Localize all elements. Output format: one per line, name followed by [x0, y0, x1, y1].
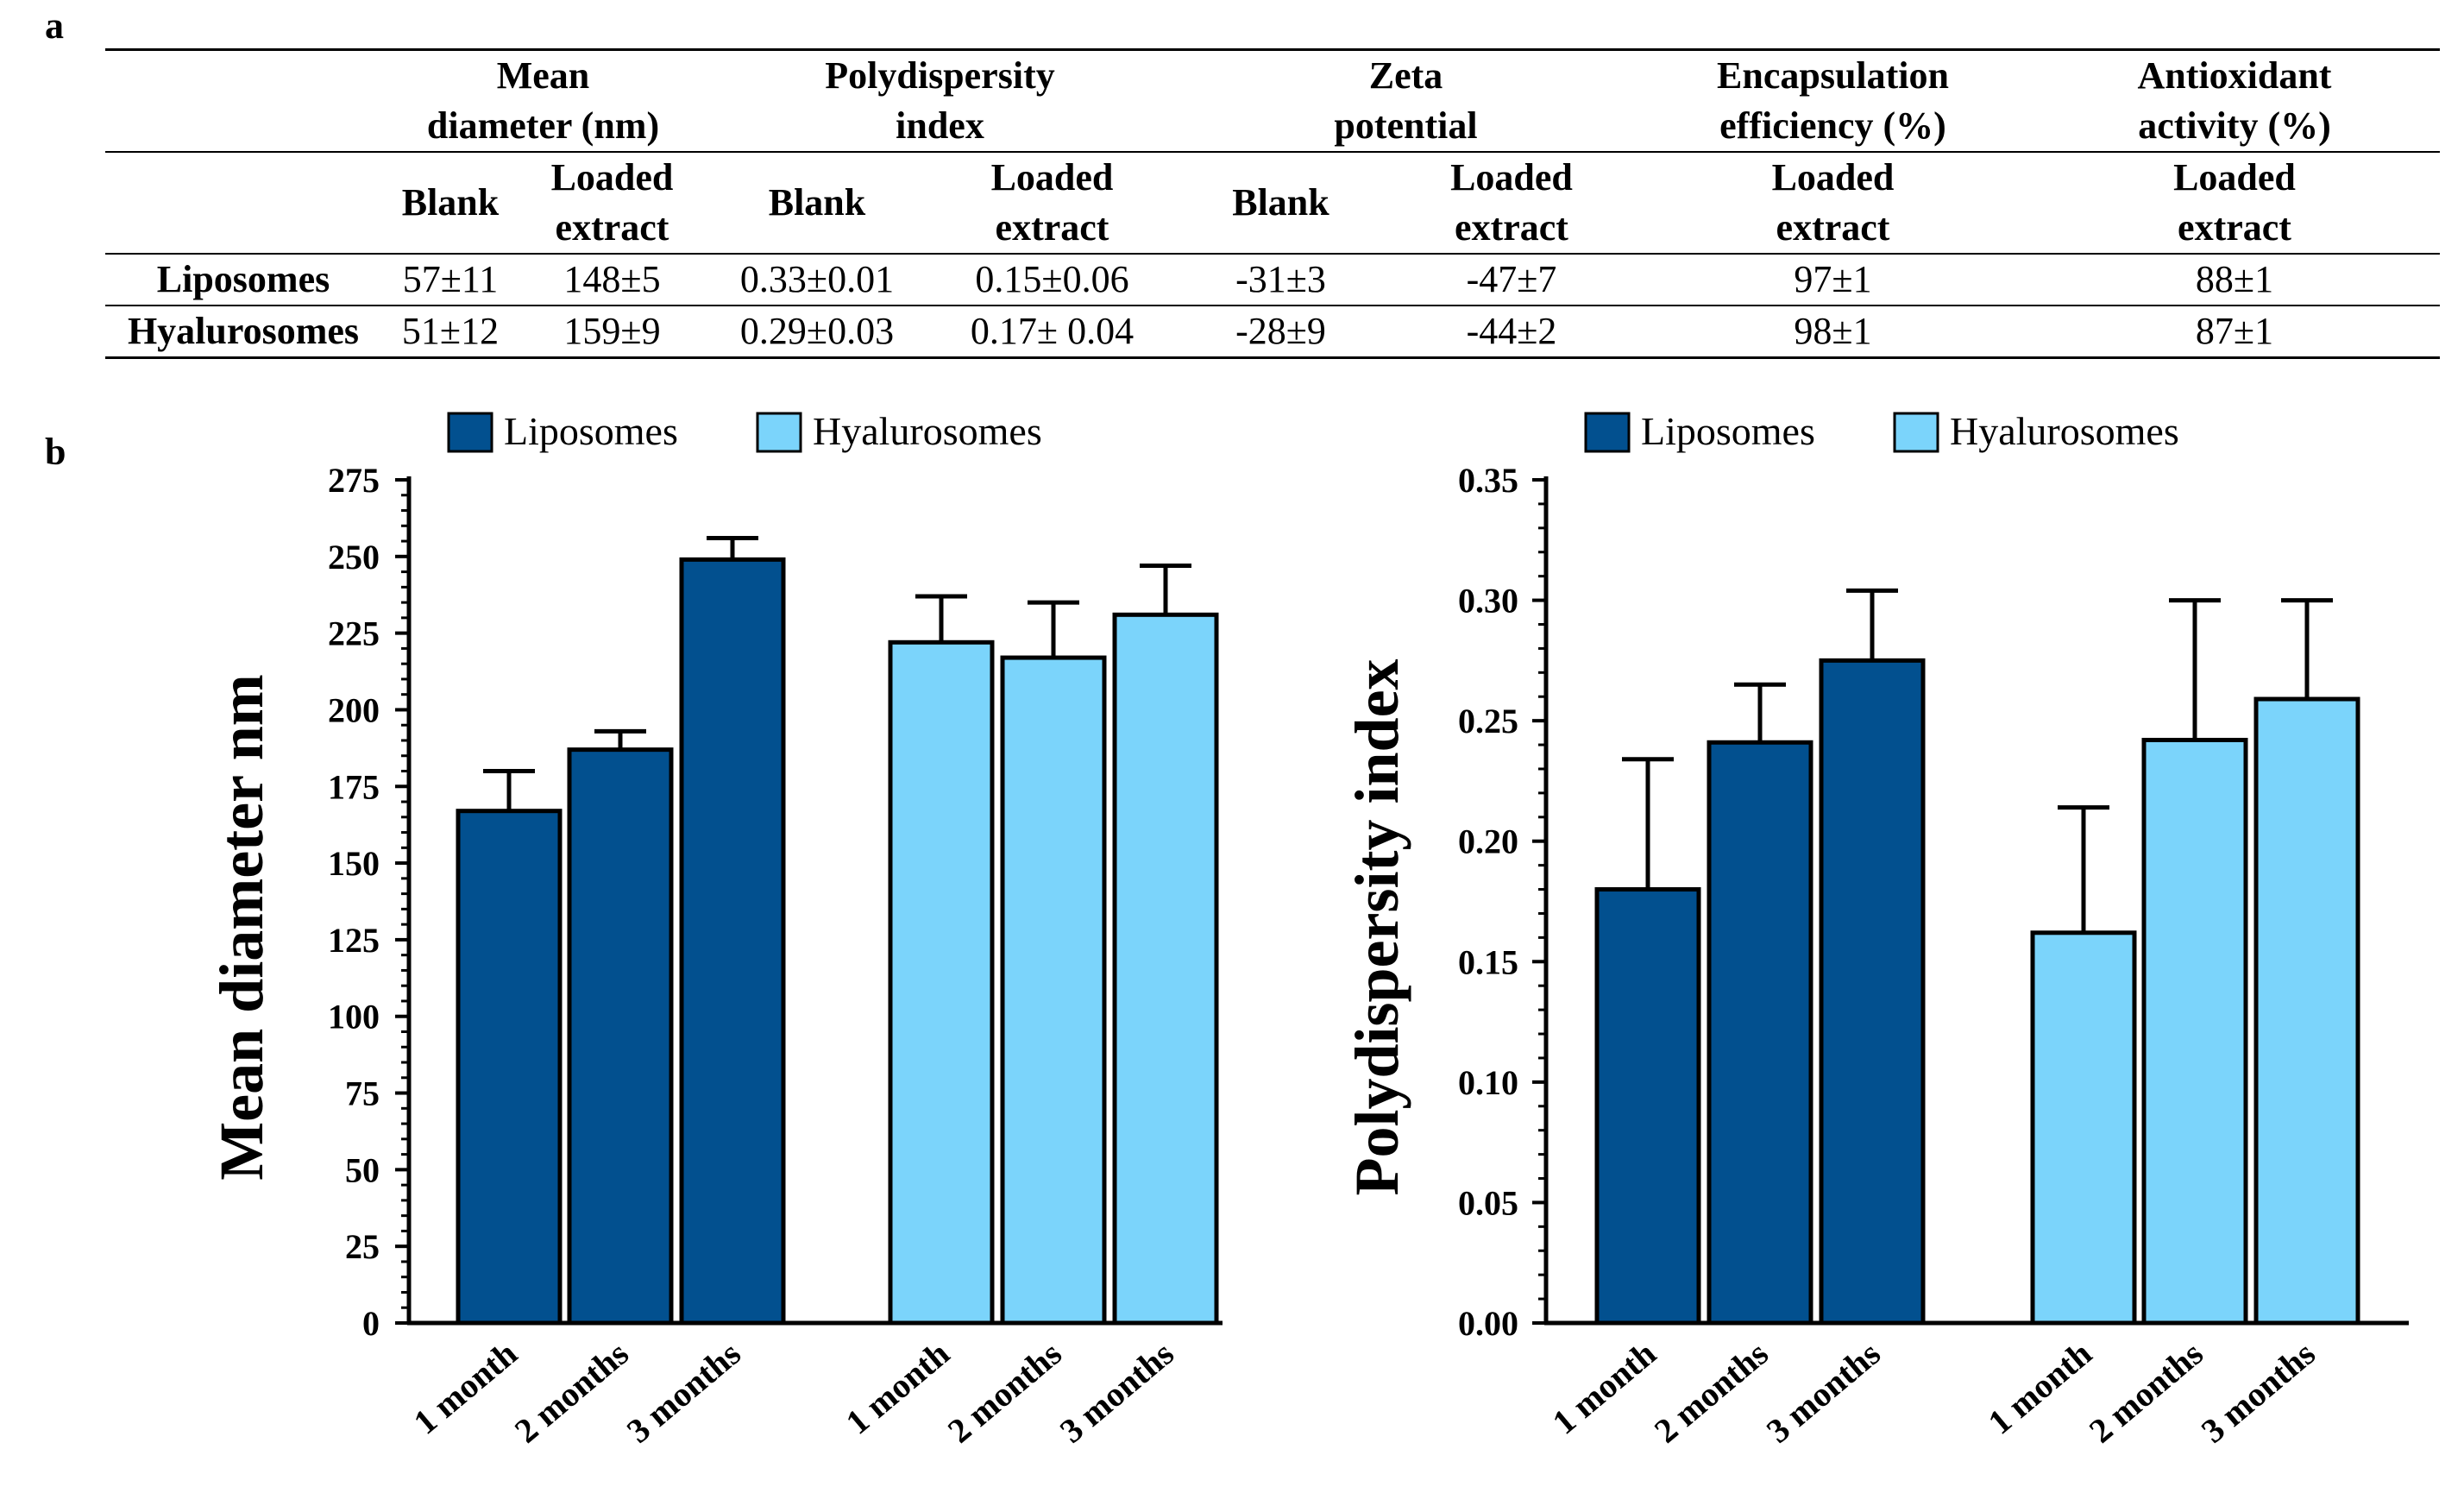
group-header-zeta: Zeta potential [1175, 48, 1637, 153]
y-tick-label: 0.20 [1458, 822, 1518, 861]
x-tick-label: 3 months [1053, 1333, 1181, 1450]
y-tick-label: 0.00 [1458, 1304, 1518, 1343]
properties-table: Mean diameter (nm) Polydispersity index Ze… [105, 48, 2440, 359]
bar-liposomes [456, 809, 563, 1326]
bar-hyalurosomes [888, 639, 995, 1326]
x-tick-label: 1 month [406, 1333, 525, 1441]
y-tick-label: 225 [328, 614, 380, 653]
table-cell: -31±3 [1175, 254, 1386, 306]
y-tick-label: 0.25 [1458, 702, 1518, 740]
x-tick-label: 3 months [2194, 1333, 2323, 1450]
table-cell: 148±5 [519, 254, 705, 306]
table-cell: 97±1 [1637, 254, 2029, 306]
row-name: Hyalurosomes [105, 306, 381, 359]
y-tick-label: 0.10 [1458, 1063, 1518, 1102]
sub-header-loaded: Loaded extract [1386, 152, 1637, 255]
table-group-header-row: Mean diameter (nm) Polydispersity index Ze… [105, 48, 2440, 153]
y-tick-label: 0.35 [1458, 461, 1518, 500]
y-tick-label: 0.15 [1458, 942, 1518, 981]
table-cell: 51±12 [381, 306, 519, 359]
y-tick-label: 175 [328, 767, 380, 806]
y-axis-label: Mean diameter nm [207, 674, 276, 1181]
table-row: Liposomes 57±11 148±5 0.33±0.01 0.15±0.0… [105, 254, 2440, 306]
table-cell: 57±11 [381, 254, 519, 306]
x-tick-label: 3 months [1759, 1333, 1888, 1450]
y-tick-label: 0.30 [1458, 582, 1518, 621]
y-tick-label: 25 [345, 1227, 380, 1266]
legend-label: Liposomes [504, 409, 678, 453]
bar-liposomes [567, 747, 674, 1326]
bar-liposomes [1819, 658, 1926, 1326]
y-tick-label: 0 [362, 1304, 380, 1343]
group-header-encapsulation: Encapsulation efficiency (%) [1637, 48, 2029, 153]
y-axis-label: Polydispersity index [1342, 658, 1411, 1195]
bar-hyalurosomes [1000, 655, 1107, 1326]
sub-header-empty [105, 152, 381, 255]
x-tick-label: 2 months [2082, 1333, 2210, 1450]
y-tick-label: 250 [328, 538, 380, 576]
x-tick-label: 1 month [1981, 1333, 2099, 1441]
table-cell: -44±2 [1386, 306, 1637, 359]
row-name: Liposomes [105, 254, 381, 306]
legend-swatch-liposomes [1584, 412, 1631, 453]
legend-swatch-liposomes [447, 412, 493, 453]
y-tick-label: 200 [328, 690, 380, 729]
y-tick-label: 0.05 [1458, 1183, 1518, 1222]
legend-label: Liposomes [1641, 409, 1815, 453]
table-cell: 0.29±0.03 [705, 306, 929, 359]
bar-liposomes [1707, 740, 1813, 1326]
bar-hyalurosomes [2253, 696, 2360, 1326]
bar-liposomes [1594, 887, 1701, 1326]
x-tick-label: 3 months [619, 1333, 748, 1450]
table-row: Hyalurosomes 51±12 159±9 0.29±0.03 0.17±… [105, 306, 2440, 359]
sub-header-loaded: Loaded extract [1637, 152, 2029, 255]
table-cell: 0.33±0.01 [705, 254, 929, 306]
legend-label: Hyalurosomes [1950, 409, 2179, 453]
table-cell: 159±9 [519, 306, 705, 359]
x-tick-label: 1 month [1545, 1333, 1663, 1441]
sub-header-blank: Blank [705, 152, 929, 255]
legend-swatch-hyalurosomes [1893, 412, 1939, 453]
y-tick-label: 75 [345, 1074, 380, 1113]
panel-label-a: a [45, 4, 64, 47]
bar-hyalurosomes [1112, 612, 1219, 1326]
panel-label-b: b [45, 431, 66, 473]
table-cell: -28±9 [1175, 306, 1386, 359]
x-tick-label: 2 months [940, 1333, 1069, 1450]
y-tick-label: 100 [328, 998, 380, 1036]
group-header-mean-diameter: Mean diameter (nm) [381, 48, 705, 153]
x-tick-label: 1 month [839, 1333, 957, 1441]
group-header-polydispersity: Polydispersity index [705, 48, 1175, 153]
table-cell: 0.15±0.06 [929, 254, 1175, 306]
table-cell: -47±7 [1386, 254, 1637, 306]
legend-label: Hyalurosomes [813, 409, 1042, 453]
sub-header-blank: Blank [1175, 152, 1386, 255]
sub-header-blank: Blank [381, 152, 519, 255]
bar-hyalurosomes [2030, 930, 2137, 1326]
x-tick-label: 2 months [1647, 1333, 1776, 1450]
table-cell: 0.17± 0.04 [929, 306, 1175, 359]
table-cell: 88±1 [2029, 254, 2440, 306]
y-tick-label: 275 [328, 461, 380, 500]
table-cell: 98±1 [1637, 306, 2029, 359]
table-sub-header-row: Blank Loaded extract Blank Loaded extract … [105, 152, 2440, 255]
sub-header-loaded: Loaded extract [929, 152, 1175, 255]
sub-header-loaded: Loaded extract [519, 152, 705, 255]
table-cell: 87±1 [2029, 306, 2440, 359]
sub-header-loaded: Loaded extract [2029, 152, 2440, 255]
table-corner [105, 48, 381, 153]
legend-swatch-hyalurosomes [756, 412, 802, 453]
y-tick-label: 125 [328, 921, 380, 960]
y-tick-label: 150 [328, 844, 380, 883]
bar-liposomes [679, 557, 786, 1326]
bar-hyalurosomes [2141, 737, 2248, 1326]
y-tick-label: 50 [345, 1150, 380, 1189]
x-tick-label: 2 months [507, 1333, 636, 1450]
group-header-antioxidant: Antioxidant activity (%) [2029, 48, 2440, 153]
